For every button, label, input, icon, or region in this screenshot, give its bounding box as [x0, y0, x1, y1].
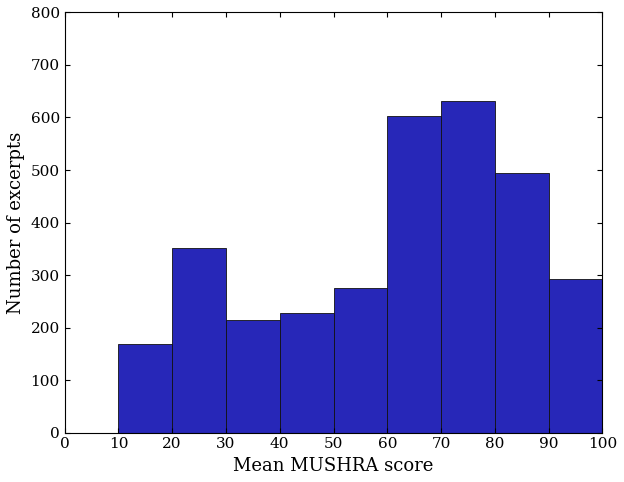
Bar	[602, 45, 624, 433]
Bar	[119, 345, 172, 433]
X-axis label: Mean MUSHRA score: Mean MUSHRA score	[233, 457, 434, 475]
Bar	[548, 279, 602, 433]
Y-axis label: Number of excerpts: Number of excerpts	[7, 132, 25, 314]
Bar	[441, 101, 495, 433]
Bar	[388, 117, 441, 433]
Bar	[172, 248, 226, 433]
Bar	[333, 288, 388, 433]
Bar	[495, 173, 548, 433]
Bar	[280, 313, 333, 433]
Bar	[226, 320, 280, 433]
